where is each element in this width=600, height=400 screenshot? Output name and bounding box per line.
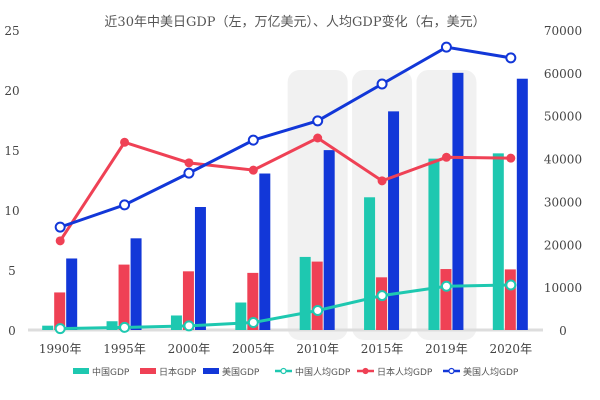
bar-us-gdp xyxy=(66,258,78,330)
y-left-tick-label: 25 xyxy=(4,24,19,38)
y-left-tick-label: 20 xyxy=(4,84,19,98)
y-right-tick-label: 10000 xyxy=(544,281,582,295)
x-tick-label: 2015年 xyxy=(361,342,404,356)
legend-label: 美国GDP xyxy=(222,366,260,378)
point-china-per-capita-gdp xyxy=(312,305,324,316)
legend-swatch xyxy=(73,368,89,374)
point-japan-per-capita-gdp xyxy=(120,137,130,147)
point-china-per-capita-gdp xyxy=(440,280,452,292)
bar-us-gdp xyxy=(516,78,528,330)
point-us-per-capita-gdp xyxy=(119,199,131,211)
y-left-tick-label: 10 xyxy=(4,204,19,218)
bar-japan-gdp xyxy=(182,271,194,330)
x-tick-label: 1990年 xyxy=(39,342,82,356)
bar-china-gdp xyxy=(299,256,311,330)
legend-marker xyxy=(280,367,287,375)
legend-label: 中国人均GDP xyxy=(295,366,351,378)
x-tick-label: 2010年 xyxy=(296,342,339,356)
x-tick-label: 2005年 xyxy=(232,342,275,356)
bar-china-gdp xyxy=(428,158,440,330)
y-right-tick-label: 60000 xyxy=(544,67,582,81)
bar-japan-gdp xyxy=(504,269,516,330)
point-us-per-capita-gdp xyxy=(312,115,324,127)
line-china-per-capita-gdp xyxy=(60,283,511,331)
bar-china-gdp xyxy=(492,153,504,330)
legend-label: 中国GDP xyxy=(92,366,130,378)
point-us-per-capita-gdp xyxy=(54,221,66,233)
x-tick-label: 2000年 xyxy=(168,342,211,356)
y-right-tick-label: 70000 xyxy=(544,24,582,38)
line-japan-per-capita-gdp xyxy=(58,136,511,242)
point-china-per-capita-gdp xyxy=(183,320,195,332)
point-japan-per-capita-gdp xyxy=(248,165,258,175)
point-us-per-capita-gdp xyxy=(440,41,452,53)
x-tick-label: 2019年 xyxy=(425,342,468,356)
legend-swatch xyxy=(140,368,156,374)
point-us-per-capita-gdp xyxy=(505,52,517,64)
y-right-tick-label: 0 xyxy=(559,324,567,338)
bar-us-gdp xyxy=(388,111,400,330)
x-tick-label: 1995年 xyxy=(103,342,146,356)
y-left-tick-label: 15 xyxy=(4,144,19,158)
y-right-tick-label: 40000 xyxy=(544,153,582,167)
bar-japan-gdp xyxy=(54,292,66,330)
bar-japan-gdp xyxy=(376,277,388,330)
point-china-per-capita-gdp xyxy=(119,321,131,333)
y-right-tick-label: 50000 xyxy=(544,110,582,124)
point-japan-per-capita-gdp xyxy=(313,133,323,143)
point-china-per-capita-gdp xyxy=(247,316,259,328)
legend-label: 美国人均GDP xyxy=(463,366,519,378)
point-us-per-capita-gdp xyxy=(376,78,388,90)
legend-label: 日本GDP xyxy=(159,366,197,378)
y-left-tick-label: 5 xyxy=(8,264,16,278)
legend-marker xyxy=(362,367,369,375)
bar-japan-gdp xyxy=(440,269,452,330)
bar-china-gdp xyxy=(42,325,54,330)
point-us-per-capita-gdp xyxy=(183,167,195,179)
bar-us-gdp xyxy=(452,72,464,330)
line-us-per-capita-gdp xyxy=(59,45,512,229)
bar-china-gdp xyxy=(106,321,118,330)
chart-title: 近30年中美日GDP（左，万亿美元）、人均GDP变化（右，美元） xyxy=(104,14,485,30)
legend-swatch xyxy=(203,368,219,374)
point-us-per-capita-gdp xyxy=(247,134,259,146)
y-right-tick-label: 30000 xyxy=(544,195,582,209)
bar-japan-gdp xyxy=(247,272,259,330)
point-japan-per-capita-gdp xyxy=(55,236,65,246)
legend-marker xyxy=(448,367,455,375)
bar-japan-gdp xyxy=(118,264,130,330)
bar-china-gdp xyxy=(170,315,182,330)
point-japan-per-capita-gdp xyxy=(184,158,194,168)
bar-us-gdp xyxy=(323,150,335,330)
y-right-tick-label: 20000 xyxy=(544,238,582,252)
point-china-per-capita-gdp xyxy=(505,279,517,291)
bar-us-gdp xyxy=(259,173,271,330)
bar-china-gdp xyxy=(364,197,376,330)
bar-us-gdp xyxy=(130,238,142,330)
bar-china-gdp xyxy=(235,302,247,330)
bar-japan-gdp xyxy=(311,261,323,330)
bar-us-gdp xyxy=(194,207,206,330)
y-left-tick-label: 0 xyxy=(8,324,16,338)
legend-label: 日本人均GDP xyxy=(377,366,433,378)
point-china-per-capita-gdp xyxy=(376,290,388,302)
point-japan-per-capita-gdp xyxy=(506,153,516,163)
point-china-per-capita-gdp xyxy=(54,323,66,335)
point-japan-per-capita-gdp xyxy=(441,152,451,162)
x-tick-label: 2020年 xyxy=(490,342,533,356)
point-japan-per-capita-gdp xyxy=(377,176,387,186)
